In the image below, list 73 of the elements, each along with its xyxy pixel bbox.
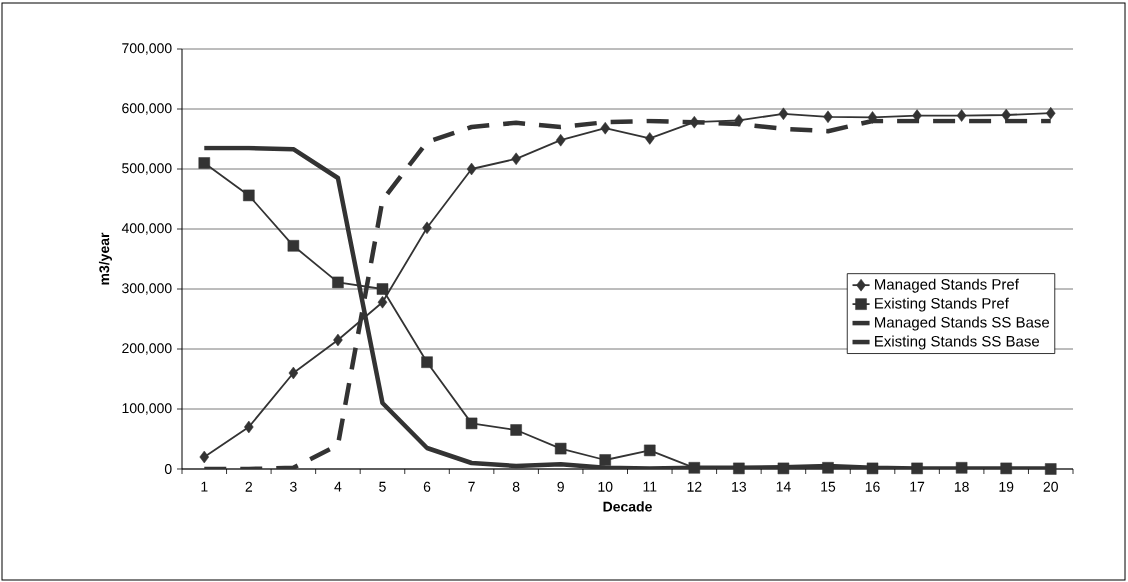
point [955, 462, 968, 474]
legend-label: Existing Stands SS Base [875, 335, 1040, 350]
x-tick-label: 20 [1043, 481, 1058, 492]
point [600, 121, 610, 135]
point [823, 110, 833, 124]
point [911, 462, 923, 475]
x-tick-label: 16 [865, 481, 880, 492]
x-tick-label: 2 [245, 481, 253, 492]
legend-label: Managed Stands Pref [875, 278, 1019, 293]
point [1045, 106, 1056, 120]
point [1000, 462, 1012, 475]
point [421, 356, 433, 368]
y-tick-label: 500,000 [122, 163, 172, 175]
point [465, 417, 478, 430]
x-tick-label: 5 [379, 481, 386, 492]
point [778, 107, 789, 121]
x-tick-label: 14 [776, 481, 791, 492]
point [599, 454, 611, 466]
point [243, 189, 255, 202]
x-tick-label: 17 [910, 481, 925, 492]
x-tick-label: 19 [999, 481, 1014, 492]
x-tick-label: 8 [512, 481, 520, 492]
x-tick-label: 1 [201, 481, 208, 492]
x-tick-label: 15 [821, 481, 836, 492]
point [377, 295, 388, 309]
point [511, 152, 521, 166]
x-tick-label: 7 [468, 481, 475, 492]
legend-label: Existing Stands Pref [875, 297, 1009, 312]
y-tick-label: 200,000 [122, 343, 172, 355]
point [867, 111, 878, 124]
point [376, 283, 389, 295]
point [733, 462, 745, 475]
point [288, 366, 299, 380]
point [332, 276, 344, 289]
point [689, 115, 700, 129]
x-tick-label: 11 [643, 481, 657, 492]
point [956, 109, 967, 122]
point [644, 444, 656, 457]
point [510, 424, 522, 436]
point [1044, 463, 1057, 475]
point [466, 162, 477, 176]
y-tick-label: 600,000 [122, 103, 172, 115]
point [554, 442, 567, 455]
x-tick-label: 18 [954, 481, 969, 492]
y-tick-label: 300,000 [122, 283, 172, 295]
point [822, 462, 834, 474]
x-axis-title: Decade [603, 501, 652, 512]
point [199, 450, 210, 464]
x-tick-label: 3 [290, 481, 297, 492]
y-tick-label: 400,000 [121, 223, 172, 235]
point [866, 462, 879, 475]
x-tick-label: 10 [598, 481, 613, 492]
point [287, 240, 300, 252]
y-tick-label: 0 [164, 464, 172, 474]
legend-label: Managed Stands SS Base [875, 316, 1050, 331]
y-tick-label: 700,000 [122, 43, 172, 55]
x-tick-label: 13 [732, 481, 747, 492]
x-tick-label: 12 [687, 481, 702, 492]
point [555, 133, 566, 147]
point [244, 420, 254, 434]
point [688, 462, 701, 474]
x-tick-label: 9 [557, 481, 564, 492]
point [777, 462, 790, 475]
y-axis-title: m3/year [98, 232, 112, 285]
x-tick-label: 6 [423, 481, 431, 492]
point [198, 157, 211, 169]
point [1001, 108, 1011, 122]
point [333, 333, 343, 347]
y-tick-label: 100,000 [122, 403, 172, 415]
x-tick-label: 4 [334, 481, 342, 492]
point [645, 132, 655, 145]
point [422, 221, 432, 235]
point [734, 114, 744, 127]
